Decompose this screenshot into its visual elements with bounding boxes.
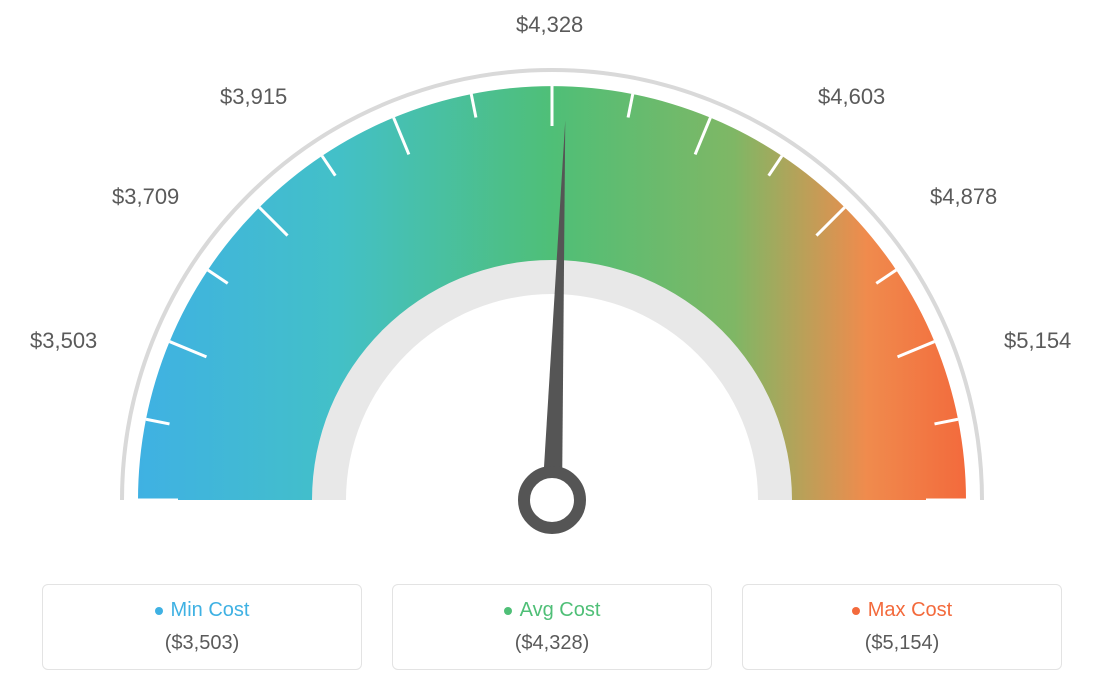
gauge-svg — [0, 0, 1104, 560]
legend-card-max: Max Cost ($5,154) — [742, 584, 1062, 670]
legend-title-text: Avg Cost — [520, 599, 601, 622]
gauge-tick-label: $3,709 — [112, 184, 179, 210]
cost-gauge-chart: $3,503 $3,709 $3,915 $4,328 $4,603 $4,878 $5,1… — [0, 0, 1104, 560]
gauge-tick-label: $3,503 — [30, 328, 97, 354]
gauge-tick-label: $5,154 — [1004, 328, 1071, 354]
legend-card-min: Min Cost ($3,503) — [42, 584, 362, 670]
legend-value-min: ($3,503) — [165, 632, 240, 655]
gauge-tick-label: $4,878 — [930, 184, 997, 210]
legend-title-avg: Avg Cost — [504, 599, 601, 622]
legend-card-avg: Avg Cost ($4,328) — [392, 584, 712, 670]
legend-value-max: ($5,154) — [865, 632, 940, 655]
gauge-tick-label: $4,603 — [818, 84, 885, 110]
legend-dot-icon — [155, 607, 163, 615]
legend-value-avg: ($4,328) — [515, 632, 590, 655]
gauge-tick-label: $4,328 — [516, 12, 583, 38]
legend-title-min: Min Cost — [155, 599, 250, 622]
legend-dot-icon — [504, 607, 512, 615]
gauge-tick-label: $3,915 — [220, 84, 287, 110]
legend-title-text: Max Cost — [868, 599, 952, 622]
legend-title-max: Max Cost — [852, 599, 952, 622]
legend-row: Min Cost ($3,503) Avg Cost ($4,328) Max … — [0, 584, 1104, 670]
legend-dot-icon — [852, 607, 860, 615]
legend-title-text: Min Cost — [171, 599, 250, 622]
